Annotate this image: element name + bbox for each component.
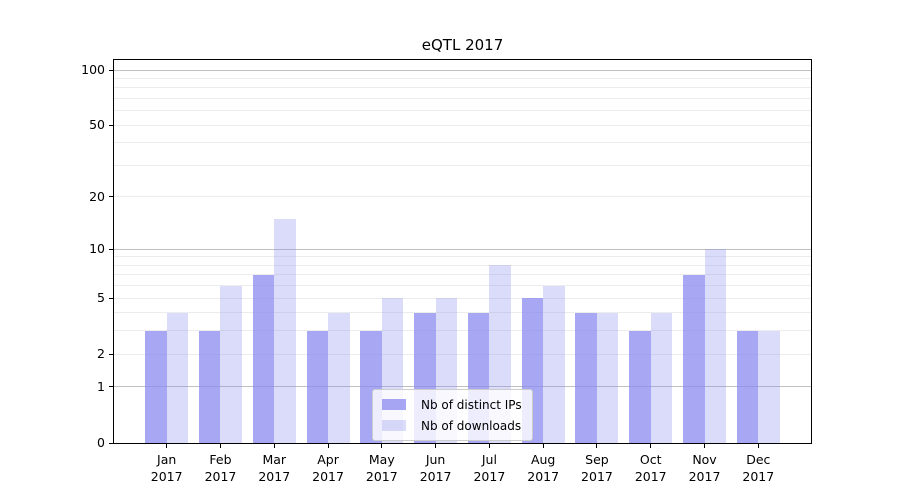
gridline-major	[114, 386, 811, 388]
bar-sep-distinct-ips	[575, 312, 597, 443]
x-tick-label: Sep 2017	[581, 452, 613, 484]
y-tick-label: 5	[97, 290, 105, 306]
bar-mar-distinct-ips	[252, 274, 275, 443]
y-tick-mark	[109, 386, 113, 388]
gridline-minor	[114, 353, 811, 355]
gridline-minor	[114, 196, 811, 198]
bar-nov-downloads	[704, 249, 727, 443]
gridline-minor	[114, 97, 811, 99]
x-tick-mark	[219, 444, 221, 448]
x-tick-label: May 2017	[365, 452, 398, 484]
bar-sep-downloads	[596, 312, 619, 443]
bar-apr-downloads	[328, 312, 350, 443]
legend-entry-downloads: Nb of downloads	[382, 415, 522, 436]
x-tick-mark	[166, 444, 168, 448]
legend-label-downloads: Nb of downloads	[421, 418, 522, 433]
y-tick-label: 100	[81, 62, 105, 77]
bar-aug-downloads	[543, 285, 565, 443]
y-tick-label: 20	[89, 188, 105, 204]
gridline-minor	[114, 164, 811, 166]
gridline-minor	[114, 142, 811, 144]
bar-oct-downloads	[650, 312, 673, 443]
legend-entry-distinct-ips: Nb of distinct IPs	[382, 394, 522, 415]
legend: Nb of distinct IPs Nb of downloads	[372, 389, 533, 441]
bar-dec-downloads	[758, 330, 780, 443]
x-tick-mark	[273, 444, 275, 448]
bar-feb-downloads	[220, 285, 242, 443]
gridline-minor	[114, 274, 811, 276]
plot-area	[113, 59, 812, 444]
gridline-minor	[114, 256, 811, 258]
gridline-major	[114, 248, 811, 250]
x-tick-label: Aug 2017	[527, 452, 560, 484]
bar-feb-distinct-ips	[198, 330, 221, 443]
gridline-minor	[114, 110, 811, 112]
gridline-minor	[114, 77, 811, 79]
x-tick-label: Jul 2017	[473, 452, 506, 484]
bar-nov-distinct-ips	[683, 274, 705, 443]
y-tick-mark	[109, 353, 113, 355]
gridline-minor	[114, 330, 811, 332]
gridline-minor	[114, 264, 811, 266]
gridline-minor	[114, 285, 811, 287]
legend-swatch-downloads	[382, 420, 406, 431]
x-tick-mark	[488, 444, 490, 448]
bar-jan-downloads	[166, 312, 189, 443]
x-tick-label: Dec 2017	[742, 452, 775, 484]
bar-dec-distinct-ips	[736, 330, 759, 443]
x-tick-mark	[381, 444, 383, 448]
y-tick-mark	[109, 442, 113, 444]
gridline-minor	[114, 297, 811, 299]
x-tick-label: Mar 2017	[258, 452, 291, 484]
bar-oct-distinct-ips	[629, 330, 651, 443]
x-tick-mark	[542, 444, 544, 448]
y-tick-label: 1	[97, 378, 105, 394]
x-tick-mark	[435, 444, 437, 448]
x-tick-label: Apr 2017	[312, 452, 344, 484]
legend-swatch-distinct-ips	[382, 399, 406, 410]
x-tick-mark	[757, 444, 759, 448]
x-tick-label: Nov 2017	[688, 452, 721, 484]
y-tick-label: 10	[89, 241, 105, 257]
y-tick-mark	[109, 196, 113, 198]
x-tick-label: Jan 2017	[150, 452, 183, 484]
y-tick-mark	[109, 69, 113, 71]
x-tick-label: Feb 2017	[204, 452, 237, 484]
x-tick-label: Oct 2017	[634, 452, 667, 484]
x-tick-mark	[650, 444, 652, 448]
bar-jan-distinct-ips	[145, 330, 167, 443]
gridline-minor	[114, 312, 811, 314]
y-tick-label: 0	[97, 435, 105, 450]
y-tick-mark	[109, 297, 113, 299]
x-tick-mark	[327, 444, 329, 448]
gridline-minor	[114, 87, 811, 89]
y-tick-label: 2	[97, 346, 105, 362]
chart-title: eQTL 2017	[421, 36, 504, 54]
gridline-minor	[114, 124, 811, 126]
bar-apr-distinct-ips	[306, 330, 329, 443]
y-tick-mark	[109, 248, 113, 250]
x-tick-mark	[596, 444, 598, 448]
bar-mar-downloads	[274, 218, 296, 443]
x-tick-label: Jun 2017	[419, 452, 452, 484]
y-tick-mark	[109, 124, 113, 126]
gridline-major	[114, 69, 811, 71]
legend-label-distinct-ips: Nb of distinct IPs	[421, 397, 522, 412]
y-tick-label: 50	[89, 117, 105, 133]
x-tick-mark	[704, 444, 706, 448]
